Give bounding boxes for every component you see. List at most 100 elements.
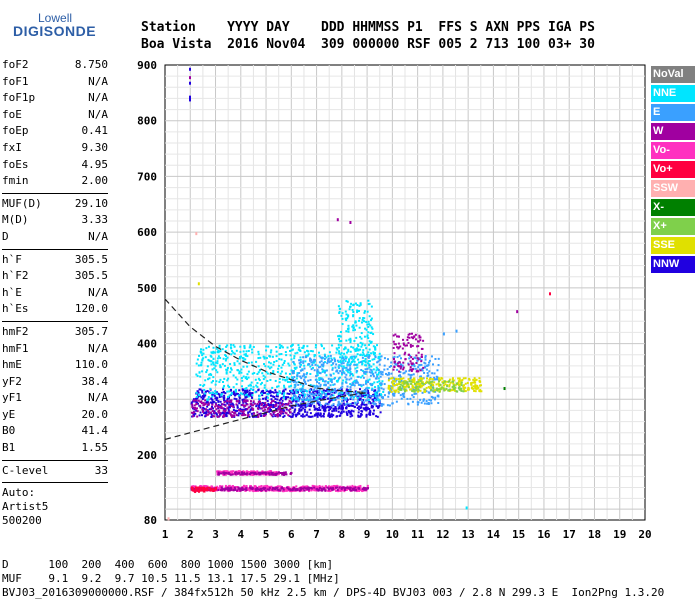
echo-point bbox=[382, 388, 385, 391]
echo-point bbox=[415, 370, 418, 373]
echo-point bbox=[265, 396, 268, 399]
echo-point bbox=[352, 383, 355, 386]
echo-point bbox=[347, 409, 350, 412]
echo-point bbox=[347, 315, 350, 318]
echo-point bbox=[319, 365, 322, 368]
echo-point bbox=[358, 405, 361, 408]
echo-point bbox=[288, 364, 291, 367]
param-value: 305.5 bbox=[74, 269, 108, 283]
echo-point bbox=[280, 412, 283, 415]
echo-point bbox=[427, 381, 430, 384]
echo-point bbox=[229, 363, 232, 366]
echo-point bbox=[338, 486, 341, 489]
echo-point bbox=[346, 402, 349, 405]
echo-point bbox=[402, 342, 405, 345]
echo-point bbox=[417, 390, 420, 393]
echo-point bbox=[191, 403, 194, 406]
echo-point bbox=[320, 487, 323, 490]
echo-point bbox=[222, 390, 225, 393]
echo-point bbox=[247, 472, 250, 475]
echo-point bbox=[407, 384, 410, 387]
echo-point bbox=[219, 356, 222, 359]
echo-point bbox=[231, 411, 234, 414]
echo-point bbox=[357, 485, 360, 488]
echo-point bbox=[241, 385, 244, 388]
echo-point bbox=[424, 356, 427, 359]
echo-point bbox=[255, 473, 258, 476]
echo-point bbox=[398, 361, 401, 364]
echo-point bbox=[359, 407, 362, 410]
echo-point bbox=[254, 471, 257, 474]
echo-point bbox=[258, 379, 261, 382]
echo-point bbox=[347, 371, 350, 374]
echo-point bbox=[331, 388, 334, 391]
echo-point bbox=[325, 395, 328, 398]
echo-point bbox=[438, 390, 441, 393]
echo-point bbox=[402, 381, 405, 384]
echo-point bbox=[410, 356, 413, 359]
echo-point bbox=[407, 402, 410, 405]
echo-point bbox=[239, 392, 242, 395]
echo-point bbox=[364, 407, 367, 410]
echo-point bbox=[209, 372, 212, 375]
x-tick-label: 7 bbox=[313, 528, 320, 541]
echo-point bbox=[208, 489, 211, 492]
echo-point bbox=[257, 371, 260, 374]
echo-point bbox=[309, 403, 312, 406]
echo-point bbox=[231, 485, 234, 488]
echo-point bbox=[314, 398, 317, 401]
echo-point bbox=[249, 400, 252, 403]
echo-point bbox=[223, 396, 226, 399]
echo-point bbox=[330, 413, 333, 416]
echo-point bbox=[198, 488, 201, 491]
echo-point bbox=[406, 338, 409, 341]
echo-point bbox=[452, 385, 455, 388]
echo-point bbox=[219, 366, 222, 369]
echo-point bbox=[361, 403, 364, 406]
echo-point bbox=[194, 485, 197, 488]
echo-point bbox=[201, 408, 204, 411]
echo-point bbox=[211, 395, 214, 398]
echo-point bbox=[391, 402, 394, 405]
param-row: hmF1 N/A bbox=[2, 342, 108, 359]
echo-point bbox=[246, 487, 249, 490]
echo-point bbox=[220, 405, 223, 408]
echo-point bbox=[363, 320, 366, 323]
echo-point bbox=[344, 394, 347, 397]
echo-point bbox=[316, 413, 319, 416]
echo-point bbox=[367, 351, 370, 354]
echo-point bbox=[413, 390, 416, 393]
echo-point bbox=[324, 369, 327, 372]
echo-point bbox=[227, 409, 230, 412]
echo-point bbox=[289, 380, 292, 383]
echo-point bbox=[309, 372, 312, 375]
echo-point bbox=[439, 383, 442, 386]
echo-point bbox=[410, 332, 413, 335]
echo-point bbox=[409, 388, 412, 391]
echo-point bbox=[232, 470, 235, 473]
echo-point bbox=[479, 388, 482, 391]
echo-point bbox=[318, 485, 321, 488]
echo-point bbox=[337, 403, 340, 406]
echo-point bbox=[403, 388, 406, 391]
echo-point bbox=[268, 470, 271, 473]
echo-point bbox=[307, 402, 310, 405]
echo-point bbox=[388, 373, 391, 376]
echo-point bbox=[208, 377, 211, 380]
echo-point bbox=[322, 389, 325, 392]
echo-point bbox=[218, 344, 221, 347]
echo-point bbox=[272, 391, 275, 394]
echo-point bbox=[234, 471, 237, 474]
echo-point bbox=[224, 354, 227, 357]
echo-point bbox=[204, 379, 207, 382]
echo-point bbox=[428, 377, 431, 380]
echo-point bbox=[313, 404, 316, 407]
echo-point bbox=[380, 403, 383, 406]
echo-point bbox=[444, 383, 447, 386]
echo-point bbox=[248, 389, 251, 392]
echo-point bbox=[357, 414, 360, 417]
param-value: 305.7 bbox=[74, 324, 108, 338]
echo-point bbox=[327, 382, 330, 385]
echo-point bbox=[294, 398, 297, 401]
echo-point bbox=[414, 392, 417, 395]
